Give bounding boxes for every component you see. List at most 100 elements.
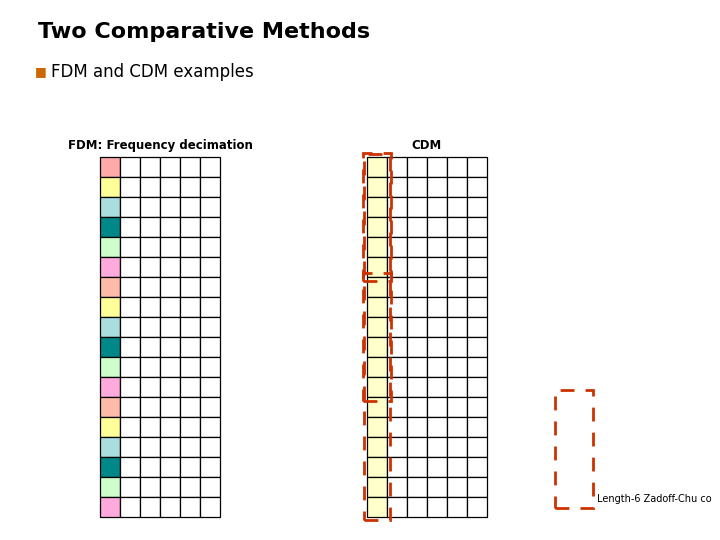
Text: Length-6 Zadoff-Chu co: Length-6 Zadoff-Chu co <box>597 494 711 504</box>
Bar <box>160 437 180 457</box>
Bar <box>120 337 140 357</box>
Bar <box>407 337 427 357</box>
Bar <box>180 237 200 257</box>
Bar <box>447 437 467 457</box>
Bar <box>367 377 387 397</box>
Bar <box>180 377 200 397</box>
Bar <box>387 157 407 177</box>
Bar <box>140 317 160 337</box>
Bar <box>120 357 140 377</box>
Bar <box>467 417 487 437</box>
Bar <box>447 357 467 377</box>
Bar <box>100 237 120 257</box>
Bar <box>447 377 467 397</box>
Bar <box>180 197 200 217</box>
Bar <box>200 437 220 457</box>
Bar <box>140 457 160 477</box>
Bar <box>180 357 200 377</box>
Bar <box>387 297 407 317</box>
Bar <box>160 377 180 397</box>
Bar <box>120 457 140 477</box>
Bar <box>367 357 387 377</box>
Bar <box>447 497 467 517</box>
Bar <box>467 237 487 257</box>
Bar <box>387 237 407 257</box>
Bar <box>387 177 407 197</box>
Bar <box>407 277 427 297</box>
Bar <box>367 257 387 277</box>
Bar <box>447 337 467 357</box>
Bar <box>100 177 120 197</box>
Bar <box>407 257 427 277</box>
Bar <box>180 397 200 417</box>
Bar <box>180 317 200 337</box>
Bar <box>407 437 427 457</box>
Bar <box>407 497 427 517</box>
Bar <box>467 217 487 237</box>
Bar <box>180 217 200 237</box>
Bar <box>100 277 120 297</box>
Bar <box>427 497 447 517</box>
Bar <box>427 437 447 457</box>
Bar <box>140 497 160 517</box>
Bar <box>447 157 467 177</box>
Bar <box>160 397 180 417</box>
Bar <box>555 390 593 508</box>
Bar <box>160 337 180 357</box>
Bar <box>367 157 387 177</box>
Bar <box>367 217 387 237</box>
Bar <box>180 257 200 277</box>
Bar <box>407 177 427 197</box>
Bar <box>427 217 447 237</box>
Bar <box>200 277 220 297</box>
Text: FDM and CDM examples: FDM and CDM examples <box>51 63 253 81</box>
Bar <box>160 477 180 497</box>
Bar <box>363 153 391 281</box>
Bar <box>200 357 220 377</box>
Bar <box>467 377 487 397</box>
Bar <box>140 397 160 417</box>
Bar <box>367 237 387 257</box>
Bar <box>387 257 407 277</box>
Bar <box>100 257 120 277</box>
Bar <box>160 297 180 317</box>
Bar <box>120 237 140 257</box>
Bar <box>200 497 220 517</box>
Bar <box>387 337 407 357</box>
Bar <box>447 477 467 497</box>
Bar <box>467 297 487 317</box>
Bar <box>200 257 220 277</box>
Bar <box>160 157 180 177</box>
Bar <box>100 397 120 417</box>
Bar <box>367 337 387 357</box>
Bar <box>387 397 407 417</box>
Bar <box>447 317 467 337</box>
Bar <box>407 237 427 257</box>
Bar <box>100 357 120 377</box>
Bar <box>447 277 467 297</box>
Bar <box>160 277 180 297</box>
Bar <box>447 457 467 477</box>
Bar <box>407 477 427 497</box>
Bar <box>180 437 200 457</box>
Bar <box>160 317 180 337</box>
Bar <box>367 397 387 417</box>
Bar <box>447 197 467 217</box>
Bar <box>387 417 407 437</box>
Bar <box>367 497 387 517</box>
Bar <box>427 337 447 357</box>
Bar <box>447 397 467 417</box>
Bar <box>367 317 387 337</box>
Bar <box>160 357 180 377</box>
Bar <box>160 497 180 517</box>
Bar <box>100 217 120 237</box>
Bar <box>364 154 390 520</box>
Bar <box>160 217 180 237</box>
Bar <box>200 317 220 337</box>
Bar <box>160 417 180 437</box>
Bar <box>387 437 407 457</box>
Bar <box>100 417 120 437</box>
Bar <box>100 497 120 517</box>
Bar <box>120 497 140 517</box>
Bar <box>200 217 220 237</box>
